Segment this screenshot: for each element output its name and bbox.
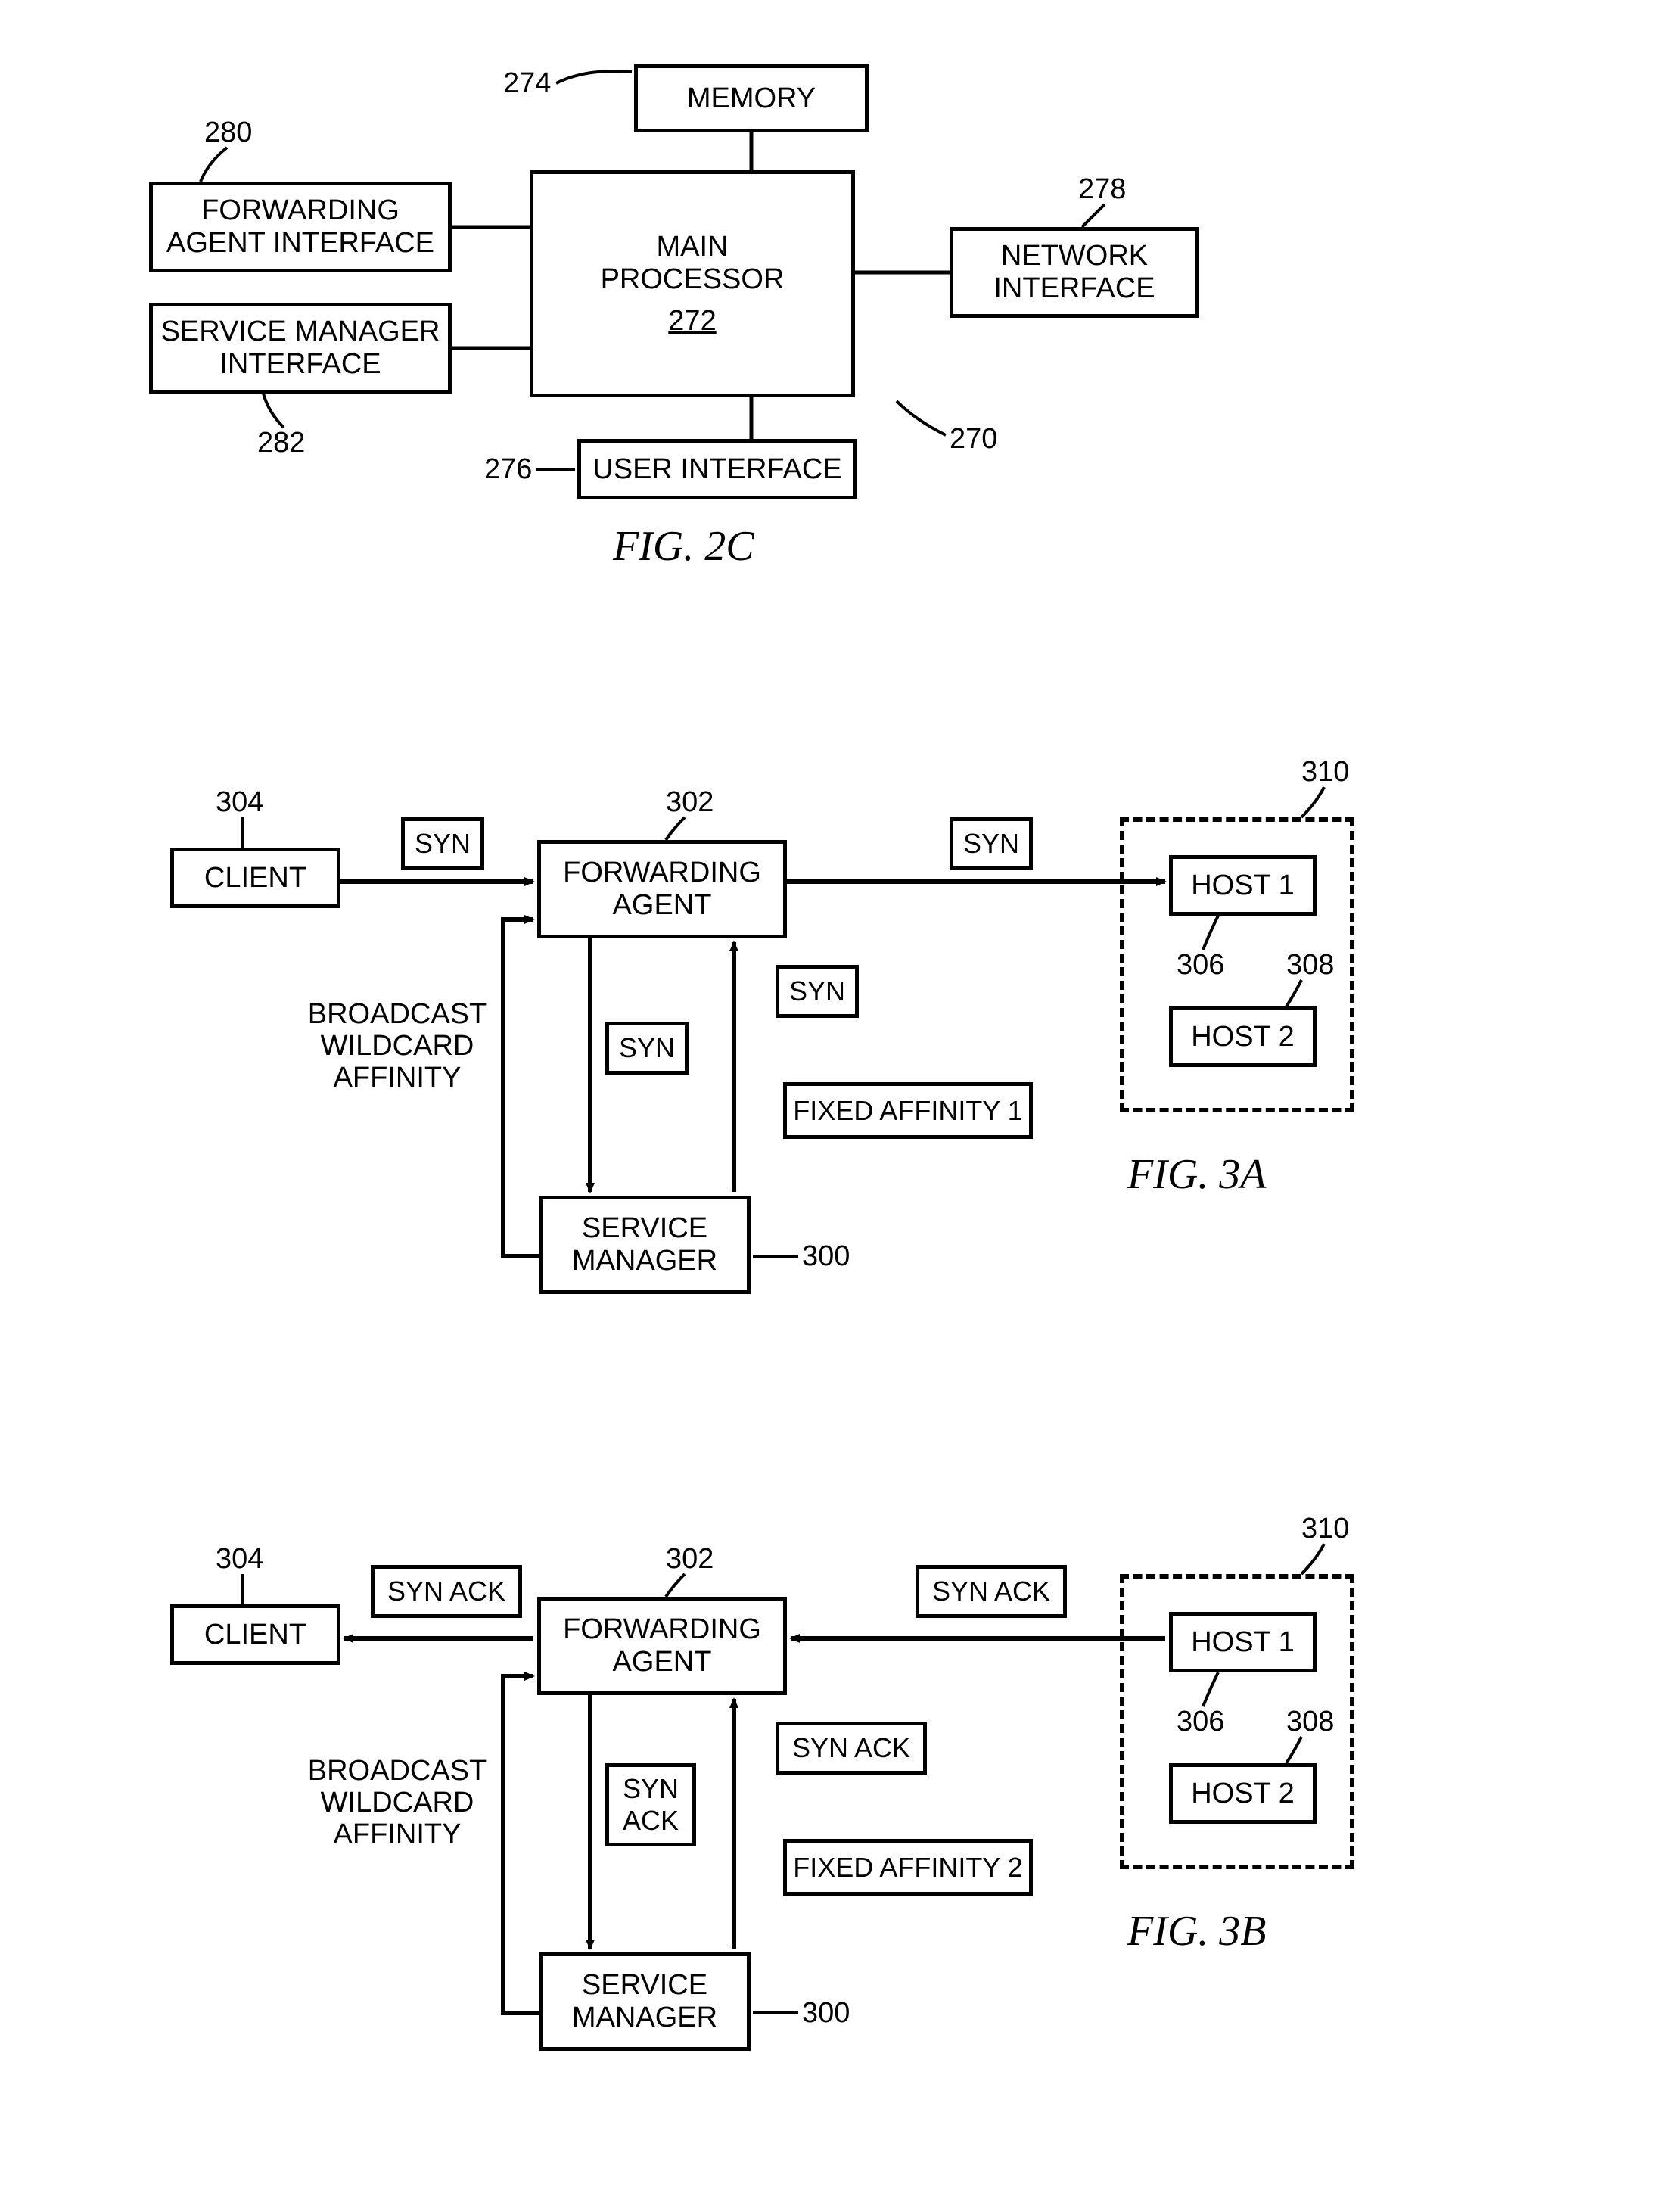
fig3b-fa-l1: FORWARDING <box>563 1613 761 1646</box>
fig3a-fixed-label: FIXED AFFINITY 1 <box>793 1095 1022 1127</box>
ref-270: 270 <box>950 424 997 456</box>
fig3b-ref-310: 310 <box>1301 1514 1349 1545</box>
fig3b-ref-300: 300 <box>802 1998 850 2030</box>
fig3a-syn1: SYN <box>401 817 484 870</box>
fa-l1: FORWARDING <box>201 194 400 227</box>
fig3b-synack2: SYN ACK <box>916 1565 1067 1618</box>
fig3b-synack4: SYN ACK <box>776 1722 927 1775</box>
fig3b-synack1-label: SYN ACK <box>387 1576 505 1607</box>
fig3b-synack3: SYN ACK <box>605 1763 696 1846</box>
sm-l1: SERVICE MANAGER <box>161 316 440 348</box>
memory-label: MEMORY <box>687 82 816 115</box>
fig3a-fa-l1: FORWARDING <box>563 857 761 889</box>
fig3a-host2: HOST 2 <box>1169 1006 1317 1067</box>
net-l1: NETWORK <box>1001 240 1148 272</box>
fig3b-ref-304: 304 <box>216 1544 263 1576</box>
fig3b-synack3-l1: SYN <box>623 1773 679 1805</box>
ref-282: 282 <box>257 428 305 459</box>
fig3b-synack2-label: SYN ACK <box>932 1576 1050 1607</box>
network-interface-box: NETWORK INTERFACE <box>950 227 1199 318</box>
fig3a-ref-304: 304 <box>216 787 263 819</box>
fig3b-fixed-affinity: FIXED AFFINITY 2 <box>783 1839 1033 1896</box>
ref-278: 278 <box>1078 174 1126 206</box>
fig3a-syn3-label: SYN <box>619 1032 675 1064</box>
fig3b-ref-302: 302 <box>666 1544 714 1576</box>
fig3b-title: FIG. 3B <box>1127 1907 1267 1955</box>
fig3b-service-manager: SERVICE MANAGER <box>539 1952 751 2051</box>
fig3a-ref-308: 308 <box>1286 950 1334 982</box>
fig3a-host1: HOST 1 <box>1169 855 1317 916</box>
fig3a-sm-l1: SERVICE <box>582 1212 707 1245</box>
fig3b-synack4-label: SYN ACK <box>792 1732 910 1764</box>
fig3a-bwa: BROADCAST WILDCARD AFFINITY <box>299 999 496 1094</box>
fig3a-syn4-label: SYN <box>789 975 845 1007</box>
fig3b-forwarding-agent: FORWARDING AGENT <box>537 1597 787 1695</box>
fig3a-host1-label: HOST 1 <box>1191 870 1295 902</box>
fig3b-client: CLIENT <box>170 1604 340 1665</box>
fig3a-ref-302: 302 <box>666 787 714 819</box>
fig2c-title: FIG. 2C <box>613 522 754 571</box>
fig3b-sm-l1: SERVICE <box>582 1969 707 2002</box>
sm-l2: INTERFACE <box>219 348 381 381</box>
user-interface-box: USER INTERFACE <box>577 439 857 499</box>
fig3a-service-manager: SERVICE MANAGER <box>539 1196 751 1294</box>
page: MEMORY MAIN PROCESSOR 272 NETWORK INTERF… <box>0 0 1654 2212</box>
fig3a-ref-300: 300 <box>802 1241 850 1273</box>
ui-label: USER INTERFACE <box>592 453 841 486</box>
fig3a-sm-l2: MANAGER <box>572 1245 717 1277</box>
fig3a-host2-label: HOST 2 <box>1191 1021 1295 1053</box>
fig3b-client-label: CLIENT <box>204 1619 306 1651</box>
fig3b-host1-label: HOST 1 <box>1191 1626 1295 1659</box>
ref-274: 274 <box>503 68 551 100</box>
main-ref: 272 <box>668 305 716 338</box>
fig3a-fixed-affinity: FIXED AFFINITY 1 <box>783 1082 1033 1139</box>
fig3a-forwarding-agent: FORWARDING AGENT <box>537 840 787 938</box>
main-processor-box: MAIN PROCESSOR 272 <box>530 170 855 397</box>
fig3b-host1: HOST 1 <box>1169 1612 1317 1672</box>
fig3a-syn3: SYN <box>605 1022 689 1075</box>
fig3a-title: FIG. 3A <box>1127 1150 1267 1199</box>
fig3a-syn2-label: SYN <box>963 828 1019 860</box>
ref-276: 276 <box>484 454 532 486</box>
net-l2: INTERFACE <box>993 272 1155 305</box>
fig3b-synack3-l2: ACK <box>623 1805 679 1837</box>
ref-280: 280 <box>204 117 252 149</box>
fig3a-syn1-label: SYN <box>415 828 471 860</box>
fig3b-ref-308: 308 <box>1286 1706 1334 1738</box>
memory-box: MEMORY <box>634 64 869 132</box>
fig3a-ref-306: 306 <box>1177 950 1224 982</box>
fig3b-host2-label: HOST 2 <box>1191 1778 1295 1810</box>
fa-l2: AGENT INTERFACE <box>166 227 434 260</box>
fa-interface-box: FORWARDING AGENT INTERFACE <box>149 182 452 272</box>
fig3a-syn2: SYN <box>950 817 1033 870</box>
fig3b-fixed-label: FIXED AFFINITY 2 <box>793 1852 1022 1884</box>
sm-interface-box: SERVICE MANAGER INTERFACE <box>149 303 452 394</box>
fig3b-fa-l2: AGENT <box>613 1646 712 1678</box>
fig3a-client: CLIENT <box>170 848 340 908</box>
fig3b-ref-306: 306 <box>1177 1706 1224 1738</box>
fig3a-fa-l2: AGENT <box>613 889 712 922</box>
fig3b-host2: HOST 2 <box>1169 1763 1317 1824</box>
fig3b-bwa: BROADCAST WILDCARD AFFINITY <box>299 1756 496 1850</box>
fig3a-syn4: SYN <box>776 965 859 1018</box>
fig3a-client-label: CLIENT <box>204 862 306 894</box>
fig3b-sm-l2: MANAGER <box>572 2002 717 2034</box>
main-l2: PROCESSOR <box>601 263 785 296</box>
fig3b-synack1: SYN ACK <box>371 1565 522 1618</box>
main-l1: MAIN <box>657 231 729 263</box>
fig3a-ref-310: 310 <box>1301 757 1349 789</box>
